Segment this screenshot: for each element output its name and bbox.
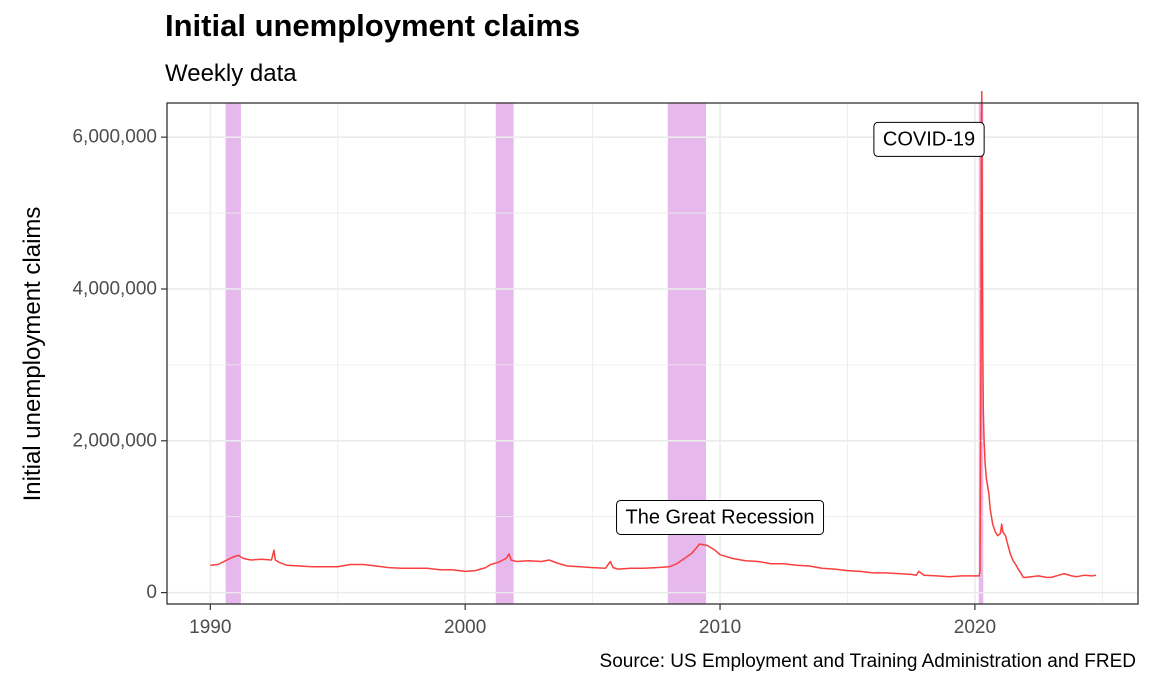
y-tick-label: 4,000,000 [72,278,157,299]
x-tick-label: 1990 [189,617,231,638]
annotation-text: COVID-19 [883,128,975,150]
x-tick-label: 2000 [444,617,486,638]
y-axis-title: Initial unemployment claims [19,207,46,502]
axes: 1990 2000 2010 2020 0 2,000,000 4,000,000 6,000… [72,102,1139,638]
x-tick-label: 2010 [699,617,741,638]
annotation-box [873,121,985,157]
annotation-label: The Great Recession [616,499,825,535]
y-tick-label: 6,000,000 [72,127,157,148]
recession-band [225,103,241,604]
annotation-label: COVID-19 [873,121,985,157]
annotation-box [616,499,825,535]
recession-band [495,103,514,604]
annotations: The Great Recession COVID-19 [616,121,985,535]
series-line [210,90,1097,579]
annotation-text: The Great Recession [626,506,815,528]
y-tick-label: 2,000,000 [72,430,157,451]
recession-bands [225,103,984,604]
y-tick-label: 0 [146,582,157,603]
chart-subtitle: Weekly data [165,60,297,87]
panel-border [166,102,1139,605]
series-layer [210,90,1097,579]
chart-title: Initial unemployment claims [165,8,581,43]
x-tick-label: 2020 [954,617,996,638]
source-caption: Source: US Employment and Training Admin… [599,651,1136,672]
